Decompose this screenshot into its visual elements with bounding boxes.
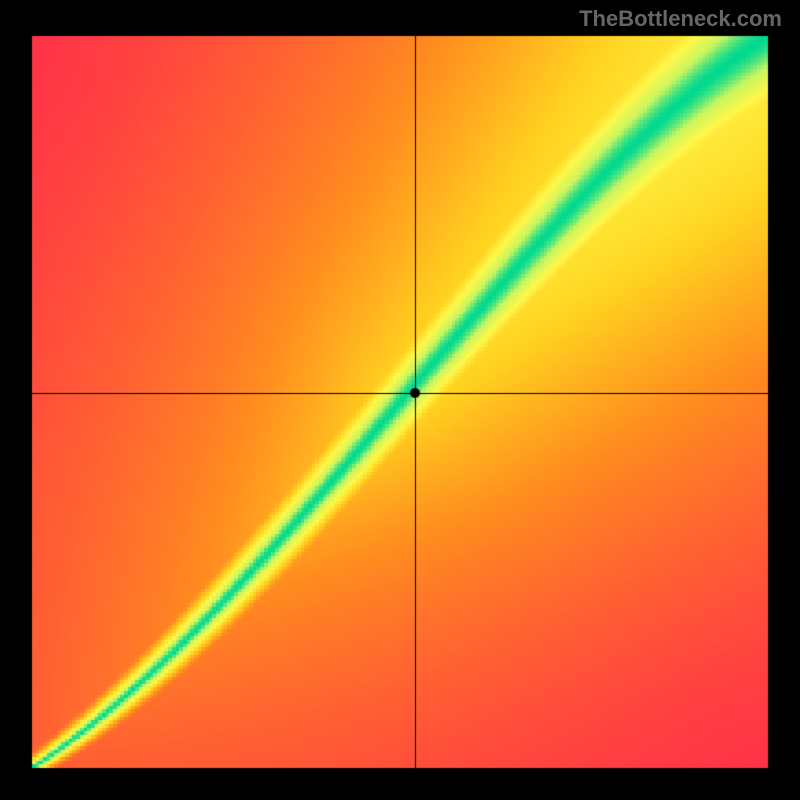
bottleneck-heatmap-canvas xyxy=(0,0,800,800)
watermark-text: TheBottleneck.com xyxy=(579,6,782,32)
figure-container: TheBottleneck.com xyxy=(0,0,800,800)
